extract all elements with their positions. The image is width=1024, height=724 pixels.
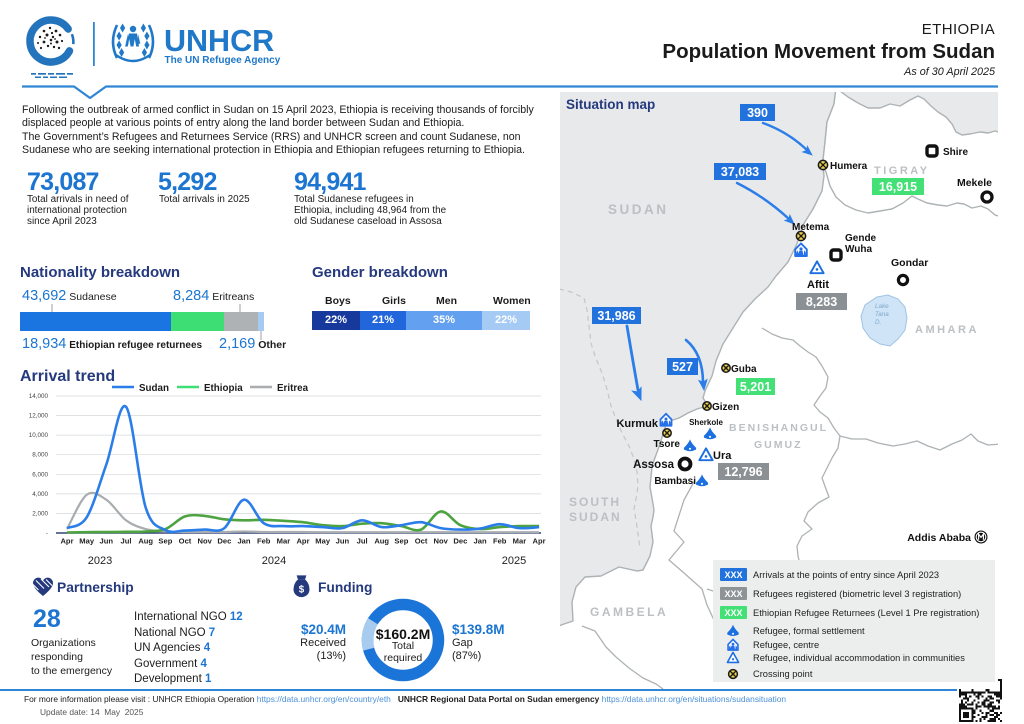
svg-text:10,000: 10,000 bbox=[29, 432, 49, 439]
svg-text:2023: 2023 bbox=[88, 555, 112, 567]
svg-text:Situation map: Situation map bbox=[566, 97, 655, 112]
svg-text:May: May bbox=[79, 537, 95, 546]
svg-text:Gizen: Gizen bbox=[712, 402, 739, 413]
svg-text:Lake: Lake bbox=[875, 303, 889, 310]
svg-text:Assosa: Assosa bbox=[633, 459, 675, 471]
svg-text:Ethiopia: Ethiopia bbox=[204, 383, 243, 394]
svg-text:SUDAN: SUDAN bbox=[608, 202, 669, 217]
svg-text:Oct: Oct bbox=[179, 537, 192, 546]
svg-text:Refugee, centre: Refugee, centre bbox=[753, 640, 819, 650]
svg-text:12,796: 12,796 bbox=[724, 465, 762, 479]
svg-text:Sudan: Sudan bbox=[139, 383, 169, 394]
svg-text:Tana: Tana bbox=[875, 311, 889, 318]
svg-text:Bambasi: Bambasi bbox=[654, 476, 696, 487]
svg-text:The UN Refugee Agency: The UN Refugee Agency bbox=[165, 55, 281, 66]
svg-text:TIGRAY: TIGRAY bbox=[874, 165, 930, 177]
svg-text:D.: D. bbox=[875, 319, 881, 326]
svg-text:Addis Ababa: Addis Ababa bbox=[907, 532, 971, 544]
svg-text:Tsore: Tsore bbox=[654, 439, 681, 450]
svg-text:Ura: Ura bbox=[713, 450, 732, 462]
svg-text:Shire: Shire bbox=[943, 147, 968, 158]
svg-text:16,915: 16,915 bbox=[879, 180, 917, 194]
svg-text:2025: 2025 bbox=[502, 555, 526, 567]
svg-text:Jan: Jan bbox=[237, 537, 250, 546]
svg-text:37,083: 37,083 bbox=[721, 165, 759, 179]
svg-text:Feb: Feb bbox=[493, 537, 507, 546]
svg-text:Nov: Nov bbox=[198, 537, 213, 546]
svg-text:2024: 2024 bbox=[262, 555, 286, 567]
svg-text:Arrivals at the points of entr: Arrivals at the points of entry since Ap… bbox=[753, 570, 939, 580]
svg-text:Wuha: Wuha bbox=[845, 244, 872, 255]
svg-text:XXX: XXX bbox=[724, 608, 742, 618]
svg-text:4,000: 4,000 bbox=[32, 491, 48, 498]
svg-text:Dec: Dec bbox=[453, 537, 467, 546]
svg-text:Aug: Aug bbox=[374, 537, 389, 546]
svg-text:$: $ bbox=[299, 585, 305, 596]
svg-text:Sep: Sep bbox=[158, 537, 172, 546]
svg-text:12,000: 12,000 bbox=[29, 413, 49, 420]
svg-text:Dec: Dec bbox=[217, 537, 231, 546]
svg-text:Sep: Sep bbox=[394, 537, 408, 546]
svg-text:GAMBELA: GAMBELA bbox=[590, 605, 668, 619]
svg-text:Gondar: Gondar bbox=[891, 257, 928, 269]
svg-text:Oct: Oct bbox=[415, 537, 428, 546]
svg-text:8,000: 8,000 bbox=[32, 452, 48, 459]
svg-text:XXX: XXX bbox=[724, 589, 742, 599]
svg-text:2,000: 2,000 bbox=[32, 510, 48, 517]
svg-text:Refugees registered (biometric: Refugees registered (biometric level 3 r… bbox=[753, 589, 961, 599]
svg-text:5,201: 5,201 bbox=[740, 380, 771, 394]
svg-text:Refugee, formal settlement: Refugee, formal settlement bbox=[753, 626, 865, 636]
svg-text:SUDAN: SUDAN bbox=[569, 510, 622, 524]
svg-text:Apr: Apr bbox=[296, 537, 309, 546]
svg-text:Jul: Jul bbox=[357, 537, 368, 546]
svg-text:Jan: Jan bbox=[474, 537, 487, 546]
svg-text:Jun: Jun bbox=[100, 537, 114, 546]
svg-text:Apr: Apr bbox=[60, 537, 73, 546]
svg-text:SOUTH: SOUTH bbox=[569, 495, 621, 509]
svg-text:14,000: 14,000 bbox=[29, 393, 49, 400]
svg-text:Sherkole: Sherkole bbox=[689, 418, 723, 427]
svg-text:Nov: Nov bbox=[434, 537, 449, 546]
svg-text:Gende: Gende bbox=[845, 233, 877, 244]
svg-text:Feb: Feb bbox=[257, 537, 271, 546]
svg-text:BENISHANGUL: BENISHANGUL bbox=[729, 422, 828, 434]
svg-text:6,000: 6,000 bbox=[32, 471, 48, 478]
svg-text:XXX: XXX bbox=[724, 570, 742, 580]
svg-text:Aug: Aug bbox=[138, 537, 153, 546]
svg-text:390: 390 bbox=[747, 106, 768, 120]
svg-text:Metema: Metema bbox=[792, 222, 830, 233]
svg-text:Crossing point: Crossing point bbox=[753, 669, 813, 679]
svg-text:31,986: 31,986 bbox=[597, 309, 635, 323]
svg-text:Humera: Humera bbox=[830, 161, 868, 172]
svg-text:8,283: 8,283 bbox=[806, 295, 837, 309]
svg-text:Eritrea: Eritrea bbox=[277, 383, 309, 394]
svg-text:Apr: Apr bbox=[533, 537, 546, 546]
svg-text:Mar: Mar bbox=[277, 537, 291, 546]
svg-text:GUMUZ: GUMUZ bbox=[754, 439, 803, 451]
svg-text:Mekele: Mekele bbox=[957, 177, 992, 189]
svg-text:Aftit: Aftit bbox=[807, 279, 829, 291]
svg-text:Kurmuk: Kurmuk bbox=[616, 418, 658, 430]
svg-text:Ethiopian Refugee Returnees (L: Ethiopian Refugee Returnees (Level 1 Pre… bbox=[753, 608, 979, 618]
svg-text:527: 527 bbox=[672, 360, 693, 374]
svg-text:UNHCR: UNHCR bbox=[164, 24, 274, 58]
svg-text:Guba: Guba bbox=[731, 364, 757, 375]
svg-text:-: - bbox=[46, 530, 48, 537]
svg-text:Jun: Jun bbox=[336, 537, 350, 546]
svg-text:Jul: Jul bbox=[121, 537, 132, 546]
svg-text:Mar: Mar bbox=[513, 537, 527, 546]
svg-text:Refugee, individual accommodat: Refugee, individual accommodation in com… bbox=[753, 653, 965, 663]
svg-text:May: May bbox=[315, 537, 331, 546]
svg-text:AMHARA: AMHARA bbox=[915, 324, 979, 336]
